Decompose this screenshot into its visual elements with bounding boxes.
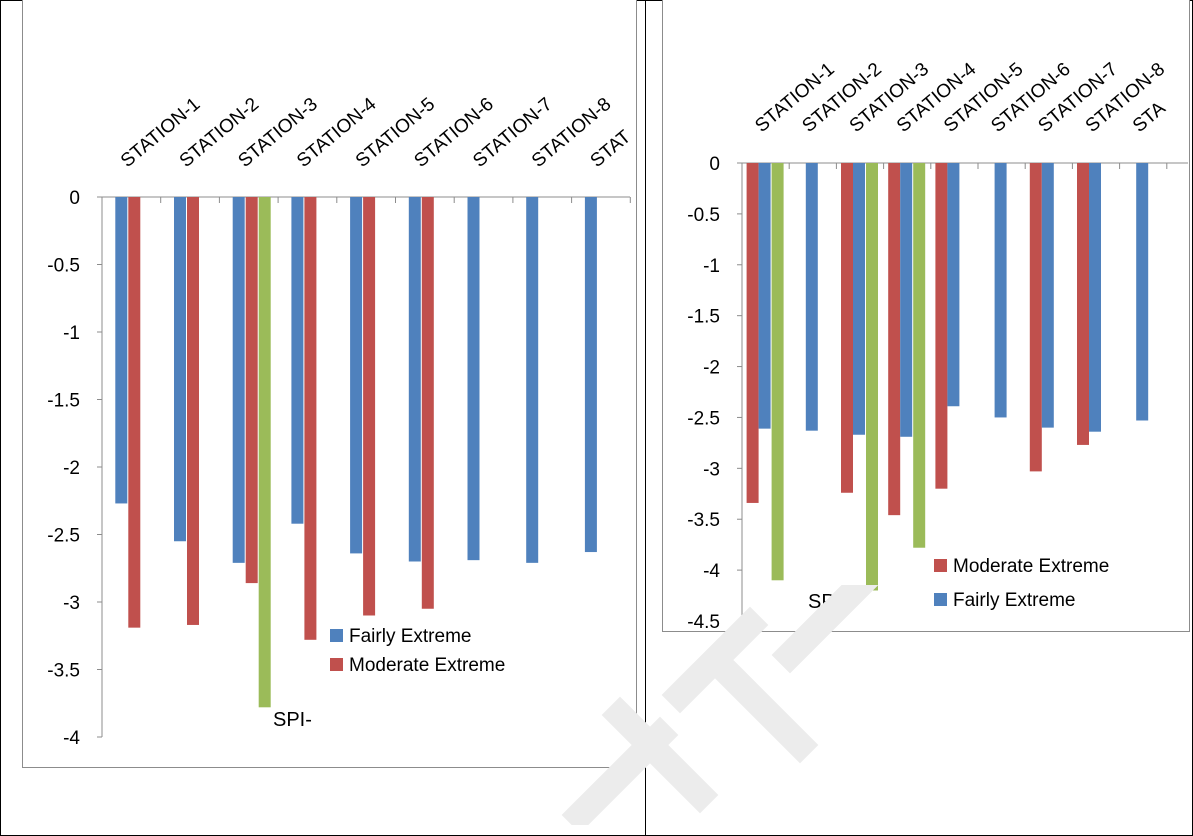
y-tick-label: -4 [63, 728, 80, 749]
bar-fairly-extreme-6 [994, 163, 1007, 418]
y-tick-label: -1 [63, 323, 80, 344]
chart-caption: SPI- [273, 709, 312, 731]
y-tick-label: -3 [703, 459, 720, 480]
bar-fairly-extreme-2 [805, 163, 818, 431]
y-tick-label: -3 [63, 593, 80, 614]
bar-moderate-extreme-4 [888, 163, 901, 516]
y-tick-label: -3.5 [47, 661, 80, 682]
y-tick-label: -4 [703, 561, 720, 582]
y-tick-label: -1.5 [687, 307, 720, 328]
chart-caption: SPI [808, 591, 840, 613]
bar-fairly-extreme-9 [584, 197, 597, 553]
bar-fairly-extreme-1 [758, 163, 771, 429]
bar-moderate-extreme-4 [304, 197, 317, 640]
bar-fairly-extreme-8 [526, 197, 539, 563]
bar-fairly-extreme-5 [350, 197, 363, 554]
bar-fairly-extreme-4 [291, 197, 304, 524]
bar-moderate-extreme-1 [128, 197, 141, 628]
bar-fairly-extreme-3 [232, 197, 245, 563]
bar-moderate-extreme-7 [1029, 163, 1042, 472]
category-label: STA [1129, 98, 1170, 137]
bar-series-3-3 [258, 197, 271, 708]
legend-label: Moderate Extreme [349, 655, 505, 676]
bar-fairly-extreme-8 [1089, 163, 1101, 432]
bar-series-3-3 [866, 163, 878, 591]
legend-label: Fairly Extreme [349, 626, 471, 647]
bar-moderate-extreme-3 [841, 163, 853, 493]
bar-fairly-extreme-6 [408, 197, 421, 562]
bar-fairly-extreme-3 [853, 163, 865, 435]
bar-moderate-extreme-1 [746, 163, 759, 503]
bar-fairly-extreme-7 [1041, 163, 1054, 428]
bar-series-3-4 [913, 163, 926, 548]
legend-swatch [934, 593, 947, 606]
bar-fairly-extreme-2 [174, 197, 186, 542]
bar-moderate-extreme-2 [187, 197, 199, 625]
bar-fairly-extreme-1 [115, 197, 128, 504]
y-tick-label: -2 [63, 458, 80, 479]
chart-left-plot [97, 196, 631, 738]
y-tick-label: -0.5 [47, 256, 80, 277]
category-labels: STATION-1STATION-2STATION-3STATION-4STAT… [751, 58, 1170, 136]
bar-moderate-extreme-5 [935, 163, 948, 489]
y-tick-label: 0 [709, 154, 720, 175]
bar-moderate-extreme-3 [245, 197, 258, 584]
bar-moderate-extreme-8 [1077, 163, 1089, 445]
bar-fairly-extreme-5 [947, 163, 960, 407]
y-tick-label: -2 [703, 358, 720, 379]
y-tick-label: -0.5 [687, 205, 720, 226]
y-tick-label: 0 [69, 188, 80, 209]
y-tick-label: -3.5 [687, 510, 720, 531]
y-tick-label: -4.5 [687, 612, 720, 633]
legend-label: Fairly Extreme [953, 590, 1075, 611]
bar-moderate-extreme-5 [363, 197, 376, 616]
bar-fairly-extreme-9 [1136, 163, 1149, 421]
bar-fairly-extreme-7 [467, 197, 480, 561]
y-tick-label: -1 [703, 256, 720, 277]
legend-swatch [330, 658, 343, 671]
legend-swatch [934, 559, 947, 572]
legend-swatch [330, 629, 343, 642]
bar-moderate-extreme-6 [421, 197, 434, 609]
chart-right-plot [737, 162, 1188, 622]
bar-fairly-extreme-4 [900, 163, 913, 437]
y-tick-label: -2.5 [47, 526, 80, 547]
bar-series-3-1 [771, 163, 784, 581]
y-tick-label: -2.5 [687, 408, 720, 429]
legend-label: Moderate Extreme [953, 556, 1109, 577]
y-tick-label: -1.5 [47, 391, 80, 412]
